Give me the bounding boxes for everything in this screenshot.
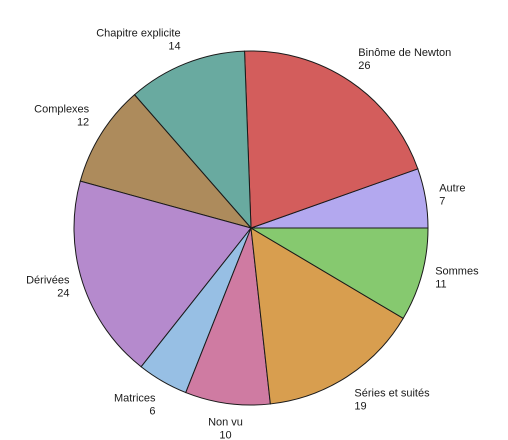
slice-label-matrices: Matrices [114,392,156,404]
slice-value-binome-de-newton: 26 [358,60,370,72]
slice-value-matrices: 6 [149,405,155,417]
slice-label-complexes: Complexes [34,104,90,116]
slice-value-sommes: 11 [435,279,446,291]
slice-label-autre: Autre [439,183,465,195]
slice-value-autre: 7 [439,196,445,208]
pie-slices [73,50,429,406]
slice-value-non-vu: 10 [219,429,231,440]
slice-label-derivees: Dérivées [26,275,70,287]
pie-slice-binome-de-newton [244,50,419,229]
slice-label-binome-de-newton: Binôme de Newton [358,47,451,59]
slice-label-series-et-suites: Séries et suités [354,388,430,400]
pie-slice-series-et-suites [250,227,404,405]
pie-slice-sommes [249,227,429,320]
slice-value-series-et-suites: 19 [354,401,366,413]
slice-label-non-vu: Non vu [208,416,243,428]
pie-slice-chapitre-explicite [133,50,252,230]
slice-label-sommes: Sommes [435,266,479,278]
slice-value-derivees: 24 [57,288,69,300]
slice-value-chapitre-explicite: 14 [168,40,180,52]
pie-slice-derivees [73,180,252,368]
slice-value-complexes: 12 [77,117,89,129]
pie-slice-complexes [79,94,253,229]
slice-label-chapitre-explicite: Chapitre explicite [96,27,180,39]
